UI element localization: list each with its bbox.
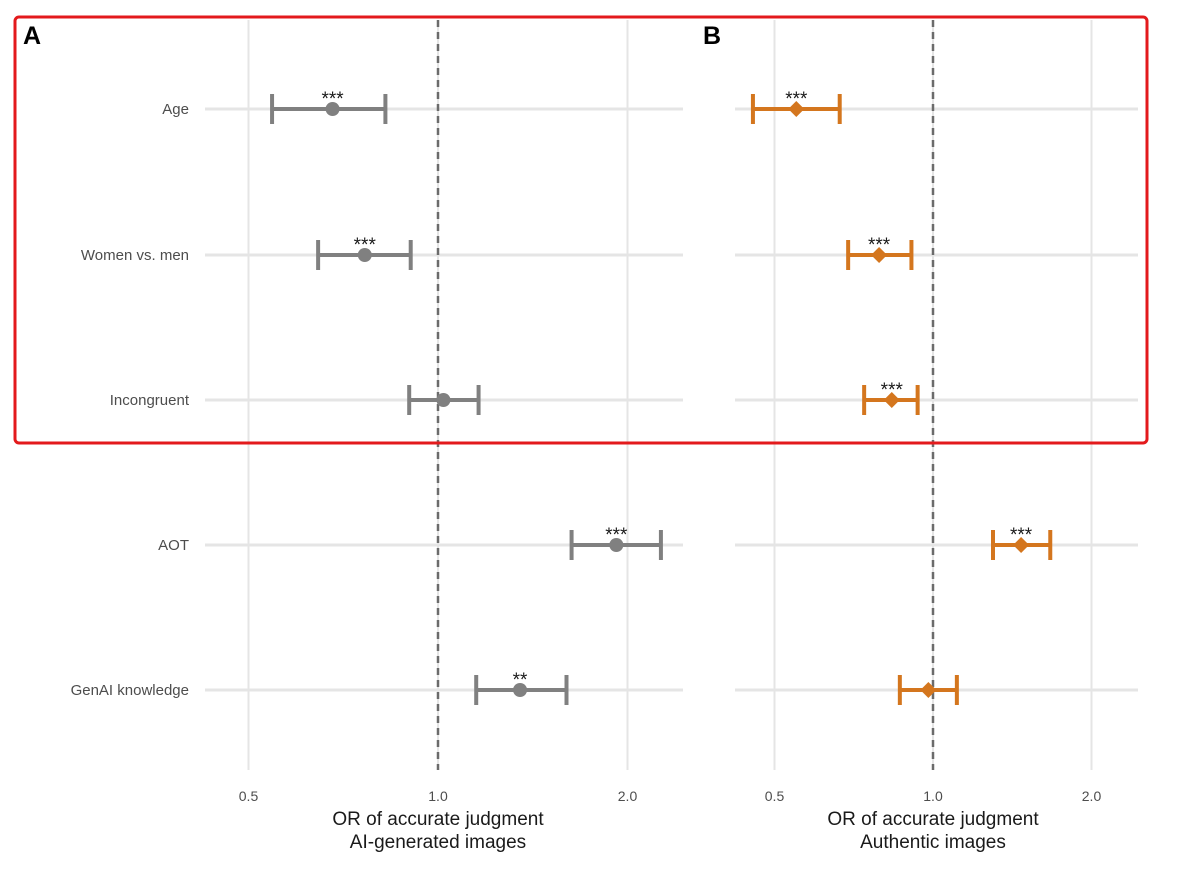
panel-letter: B <box>703 22 721 50</box>
estimate-marker <box>871 247 888 263</box>
estimate-marker <box>357 248 372 262</box>
significance-label: ** <box>513 670 528 691</box>
y-axis-category-label: AOT <box>158 537 189 554</box>
estimate-marker <box>883 392 900 408</box>
data-point-group: *** <box>862 380 920 415</box>
estimate-marker <box>513 683 528 697</box>
y-axis-category-label: GenAI knowledge <box>71 682 189 699</box>
x-axis-tick-label: 1.0 <box>923 788 943 804</box>
x-axis-title: OR of accurate judgment <box>827 809 1039 830</box>
x-axis-tick-label: 2.0 <box>618 788 638 804</box>
estimate-marker <box>920 682 937 698</box>
x-axis-tick-label: 0.5 <box>765 788 785 804</box>
data-point-group: *** <box>846 235 914 270</box>
x-axis-tick-label: 2.0 <box>1082 788 1102 804</box>
x-axis-title: Authentic images <box>860 832 1006 853</box>
data-point-group: *** <box>270 89 388 124</box>
panel-a: ***********0.5 1.0 2.0OR of accurate judgm… <box>23 20 683 853</box>
significance-label: *** <box>785 89 808 110</box>
significance-label: *** <box>321 89 344 110</box>
data-point-group: *** <box>569 525 663 560</box>
data-point-group: *** <box>316 235 413 270</box>
data-point-group: ** <box>474 670 569 705</box>
estimate-marker <box>436 393 451 407</box>
estimate-marker <box>788 101 805 117</box>
y-axis-category-label: Age <box>162 101 189 118</box>
x-axis-tick-label: 1.0 <box>428 788 448 804</box>
x-axis-tick-label: 0.5 <box>239 788 259 804</box>
significance-label: *** <box>1010 525 1033 546</box>
estimate-marker <box>1013 537 1030 553</box>
y-axis-category-label: Women vs. men <box>81 247 189 264</box>
highlight-box <box>13 15 1149 445</box>
data-point-group <box>897 675 959 705</box>
panel-b: *** *** *** *** 0.5 1.0 2.0 OR of accurate judg… <box>703 20 1138 853</box>
y-axis-category-label: Incongruent <box>110 392 190 409</box>
data-point-group: *** <box>750 89 842 124</box>
significance-label: *** <box>881 380 904 401</box>
estimate-marker <box>325 102 340 116</box>
data-point-group: *** <box>990 525 1053 560</box>
data-point-group <box>407 385 481 415</box>
significance-label: *** <box>605 525 628 546</box>
x-axis-title: AI-generated images <box>350 832 526 853</box>
significance-label: *** <box>354 235 377 256</box>
x-axis-title: OR of accurate judgment <box>332 809 544 830</box>
panel-letter: A <box>23 22 41 50</box>
significance-label: *** <box>868 235 891 256</box>
estimate-marker <box>609 538 624 552</box>
